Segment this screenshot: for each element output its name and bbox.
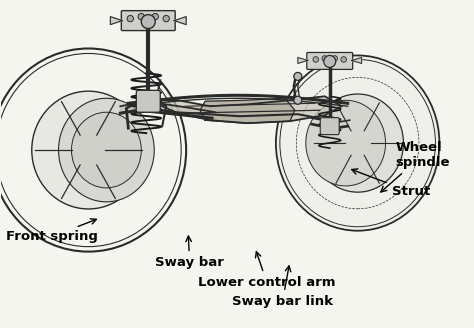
Polygon shape [158, 104, 192, 115]
Circle shape [294, 72, 302, 80]
FancyBboxPatch shape [121, 10, 175, 31]
Text: Wheel
spindle: Wheel spindle [381, 141, 450, 192]
FancyBboxPatch shape [137, 90, 160, 112]
Text: Sway bar link: Sway bar link [232, 266, 333, 308]
Circle shape [324, 55, 336, 68]
Ellipse shape [312, 94, 403, 192]
Polygon shape [185, 108, 215, 118]
Circle shape [313, 57, 319, 62]
Ellipse shape [72, 112, 141, 188]
Text: Front spring: Front spring [6, 219, 98, 243]
Polygon shape [298, 57, 308, 63]
Text: Strut: Strut [352, 169, 430, 198]
Circle shape [322, 56, 328, 61]
Polygon shape [138, 102, 165, 112]
Ellipse shape [32, 91, 145, 209]
Text: Sway bar: Sway bar [155, 236, 224, 269]
Circle shape [152, 13, 158, 20]
Polygon shape [120, 102, 140, 113]
Ellipse shape [276, 55, 439, 231]
FancyBboxPatch shape [307, 52, 353, 70]
Text: Lower control arm: Lower control arm [198, 252, 336, 289]
Ellipse shape [345, 129, 371, 157]
Circle shape [141, 15, 155, 29]
Ellipse shape [72, 133, 105, 167]
Polygon shape [352, 57, 362, 63]
Polygon shape [200, 98, 295, 123]
FancyBboxPatch shape [320, 118, 339, 134]
Circle shape [127, 15, 134, 22]
Polygon shape [110, 17, 122, 25]
Ellipse shape [306, 100, 385, 186]
Circle shape [138, 13, 145, 20]
Polygon shape [148, 96, 342, 123]
Circle shape [341, 57, 346, 62]
Ellipse shape [58, 98, 154, 202]
Circle shape [163, 15, 169, 22]
Circle shape [332, 56, 337, 61]
Polygon shape [174, 17, 186, 25]
Circle shape [294, 96, 302, 104]
